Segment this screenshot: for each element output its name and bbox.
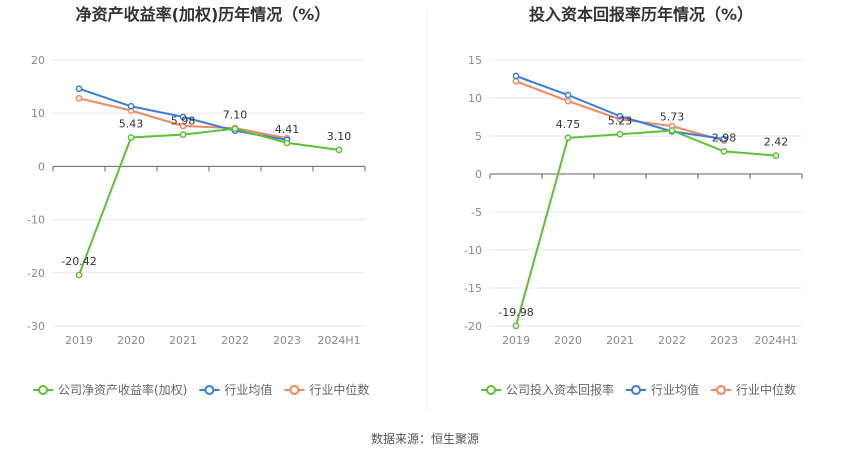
data-point: [616, 112, 624, 120]
y-tick-label: 20: [31, 54, 45, 67]
y-tick-label: 15: [468, 54, 482, 67]
chart-1: 净资产收益率(加权)历年情况（%） 20 10 0 -10 -20 -30 2019 2020 2…: [27, 5, 369, 397]
data-point: [564, 91, 572, 99]
data-point: [127, 134, 135, 141]
data-point: [720, 148, 728, 155]
x-tick-label: 2022: [221, 334, 249, 347]
data-point: [512, 322, 520, 330]
data-point: [283, 139, 291, 147]
y-tick-label: -10: [464, 244, 482, 257]
data-point: [127, 102, 135, 110]
data-point: [179, 122, 187, 130]
chart-title: 投入资本回报率历年情况（%）: [529, 5, 753, 24]
y-tick-label: -10: [27, 214, 45, 227]
x-tick-label: 2024H1: [317, 334, 360, 347]
y-tick-label: -20: [27, 267, 45, 280]
legend-item-1: 公司投入资本回报率: [481, 382, 614, 397]
data-point: [512, 77, 520, 85]
data-point: [179, 131, 187, 138]
data-point: [564, 97, 572, 105]
data-point: [75, 271, 83, 279]
data-label: -19.98: [498, 306, 533, 319]
data-label: 3.10: [327, 130, 352, 143]
data-point: [564, 134, 572, 142]
data-point: [720, 135, 728, 143]
y-tick-label: -20: [464, 320, 482, 333]
series-line-1: [78, 127, 340, 276]
data-label: 5.98: [171, 115, 196, 128]
y-tick-label: 5: [475, 130, 482, 143]
data-label: 2.98: [712, 131, 737, 144]
data-label: 4.41: [275, 123, 300, 136]
legend-swatch-marker: [716, 385, 727, 395]
data-point: [179, 113, 187, 121]
legend-swatch-marker: [38, 385, 48, 395]
data-label: 7.10: [223, 109, 248, 122]
legend-label: 行业均值: [224, 382, 272, 397]
legend-label: 公司投入资本回报率: [506, 382, 614, 397]
y-tick-label: -15: [464, 282, 482, 295]
legend-item-3: 行业中位数: [284, 382, 369, 397]
data-label: 4.75: [556, 118, 581, 131]
data-label: 5.23: [608, 114, 633, 127]
x-tick-label: 2022: [658, 334, 686, 347]
legend-swatch-marker: [486, 385, 496, 395]
data-point: [668, 127, 676, 134]
legend-item-1: 公司净资产收益率(加权): [33, 382, 187, 397]
data-label: 2.42: [764, 136, 789, 149]
y-tick-label: 10: [31, 107, 45, 120]
legend-label: 公司净资产收益率(加权): [58, 382, 187, 397]
x-tick-label: 2019: [65, 334, 93, 347]
legend-label: 行业中位数: [309, 382, 369, 397]
y-tick-label: 10: [468, 92, 482, 105]
x-tick-label: 2024H1: [754, 334, 797, 347]
y-tick-label: 0: [38, 160, 45, 173]
data-point: [75, 94, 83, 102]
data-source-note: 数据来源：恒生聚源: [370, 432, 479, 446]
legend-item-2: 行业均值: [199, 382, 272, 397]
legend-swatch-marker: [631, 385, 642, 395]
data-label: 5.73: [660, 110, 685, 123]
data-point: [335, 146, 343, 154]
data-label: 5.43: [119, 118, 144, 131]
legend-swatch-marker: [289, 385, 300, 395]
series-line-1: [515, 129, 777, 327]
data-point: [616, 130, 624, 138]
x-tick-label: 2019: [502, 334, 530, 347]
x-tick-label: 2023: [273, 334, 301, 347]
data-point: [772, 152, 780, 159]
x-tick-label: 2020: [117, 334, 145, 347]
y-tick-label: 0: [475, 168, 482, 181]
legend-swatch-marker: [204, 385, 215, 395]
x-tick-label: 2021: [606, 334, 634, 347]
legend-item-3: 行业中位数: [711, 382, 796, 397]
data-point: [75, 85, 83, 93]
x-tick-label: 2020: [554, 334, 582, 347]
x-tick-label: 2021: [169, 334, 197, 347]
data-label: -20.42: [61, 255, 96, 268]
data-point: [512, 72, 520, 80]
legend-item-2: 行业均值: [626, 382, 699, 397]
legend-label: 行业均值: [651, 382, 699, 397]
series-line-2: [515, 75, 725, 140]
y-tick-label: -5: [471, 206, 482, 219]
y-tick-label: -30: [27, 320, 45, 333]
data-point: [231, 125, 239, 132]
x-tick-label: 2023: [710, 334, 738, 347]
chart-title: 净资产收益率(加权)历年情况（%）: [76, 5, 331, 24]
chart-2: 投入资本回报率历年情况（%） 15 10 5 0 -5 -10 -15 -20 2019 2020 2…: [464, 5, 803, 397]
legend-label: 行业中位数: [736, 382, 796, 397]
